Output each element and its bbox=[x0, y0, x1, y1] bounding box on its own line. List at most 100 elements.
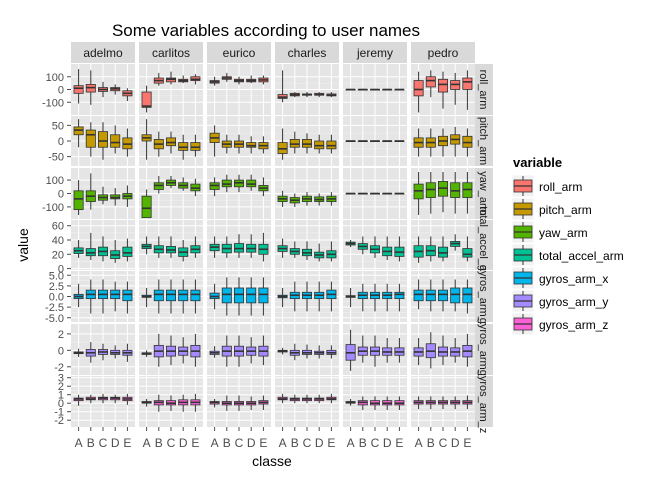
x-tick-label: A bbox=[211, 436, 219, 450]
x-tick-label: B bbox=[155, 436, 163, 450]
x-tick-label: E bbox=[123, 436, 131, 450]
legend-label: pitch_arm bbox=[539, 203, 592, 217]
facet-strip-label: adelmo bbox=[83, 46, 123, 60]
y-tick-label: -2 bbox=[54, 362, 64, 374]
y-tick-label: 0 bbox=[58, 85, 64, 97]
x-tick-label: A bbox=[347, 436, 355, 450]
facet-strip-top bbox=[343, 42, 407, 63]
facet-strip-right bbox=[475, 376, 493, 427]
box-iqr bbox=[73, 190, 84, 211]
box-iqr bbox=[98, 131, 109, 148]
facet-strip-right bbox=[475, 64, 493, 115]
y-tick-label: 0 bbox=[58, 136, 64, 148]
box-iqr bbox=[73, 85, 84, 94]
x-tick-label: A bbox=[279, 436, 287, 450]
x-tick-label: D bbox=[383, 436, 392, 450]
box-iqr bbox=[413, 289, 424, 302]
y-tick-label: 0.0 bbox=[49, 292, 64, 304]
y-tick-label: 0 bbox=[58, 189, 64, 201]
box-iqr bbox=[437, 289, 448, 302]
x-tick-label: D bbox=[315, 436, 324, 450]
y-tick-label: 20 bbox=[52, 249, 64, 261]
facet-strip-label: charles bbox=[288, 46, 327, 60]
box-iqr bbox=[462, 287, 473, 304]
y-tick-label: -2.5 bbox=[45, 302, 64, 314]
x-tick-label: B bbox=[223, 436, 231, 450]
chart-title: Some variables according to user names bbox=[112, 21, 420, 40]
facet-strip-label: carlitos bbox=[152, 46, 190, 60]
box-iqr bbox=[122, 289, 133, 302]
facet-strip-top bbox=[275, 42, 339, 63]
y-tick-label: 100 bbox=[46, 72, 64, 84]
x-tick-label: D bbox=[111, 436, 120, 450]
y-tick-label: 100 bbox=[46, 175, 64, 187]
x-tick-label: C bbox=[371, 436, 380, 450]
x-tick-label: B bbox=[87, 436, 95, 450]
box-iqr bbox=[110, 134, 121, 148]
legend-label: gyros_arm_y bbox=[539, 295, 608, 309]
box-iqr bbox=[462, 77, 473, 90]
facet-strip-label: jeremy bbox=[356, 46, 393, 60]
y-tick-label: 1 bbox=[58, 390, 64, 402]
y-tick-label: -100 bbox=[42, 97, 64, 109]
x-tick-label: C bbox=[167, 436, 176, 450]
y-tick-label: 2 bbox=[58, 381, 64, 393]
facet-strip-right-label: roll_arm bbox=[477, 70, 489, 110]
facet-strip-right bbox=[475, 324, 493, 375]
y-tick-label: 60 bbox=[52, 221, 64, 233]
box-iqr bbox=[122, 246, 133, 257]
legend-title: variable bbox=[513, 155, 562, 170]
facet-strip-label: eurico bbox=[223, 46, 256, 60]
x-tick-label: A bbox=[143, 436, 151, 450]
box-iqr bbox=[425, 76, 436, 88]
x-tick-label: A bbox=[75, 436, 83, 450]
y-tick-label: 0 bbox=[58, 398, 64, 410]
facet-strip-right-label: gyros_arm_y bbox=[477, 318, 489, 382]
facet-strip-label: pedro bbox=[428, 46, 459, 60]
y-tick-label: 2.5 bbox=[49, 281, 64, 293]
x-tick-label: C bbox=[303, 436, 312, 450]
box-iqr bbox=[450, 287, 461, 304]
facet-strip-top bbox=[71, 42, 135, 63]
y-tick-label: -2 bbox=[54, 415, 64, 427]
x-tick-label: C bbox=[99, 436, 108, 450]
facet-strip-right-label: gyros_arm_z bbox=[477, 370, 489, 434]
y-tick-label: -5.0 bbox=[45, 313, 64, 325]
box-iqr bbox=[141, 91, 152, 108]
x-tick-label: D bbox=[451, 436, 460, 450]
facet-strip-right bbox=[475, 168, 493, 219]
facet-strip-right-label: yaw_arm bbox=[477, 171, 489, 216]
y-tick-label: -1 bbox=[54, 407, 64, 419]
box-iqr bbox=[85, 129, 96, 148]
box-iqr bbox=[233, 287, 244, 304]
box-iqr bbox=[413, 80, 424, 97]
box-iqr bbox=[190, 289, 201, 302]
y-tick-label: 0 bbox=[58, 264, 64, 276]
x-tick-label: C bbox=[235, 436, 244, 450]
x-tick-label: E bbox=[191, 436, 199, 450]
facet-strip-right-label: total_accel_arm bbox=[477, 206, 489, 284]
box-iqr bbox=[258, 287, 269, 304]
x-tick-label: C bbox=[439, 436, 448, 450]
box-iqr bbox=[246, 287, 257, 304]
y-tick-label: -100 bbox=[42, 202, 64, 214]
facet-strip-top bbox=[207, 42, 271, 63]
legend-label: yaw_arm bbox=[539, 226, 588, 240]
y-tick-label: 2 bbox=[58, 329, 64, 341]
box-iqr bbox=[437, 78, 448, 93]
x-tick-label: D bbox=[179, 436, 188, 450]
legend-label: roll_arm bbox=[539, 180, 582, 194]
x-tick-label: B bbox=[427, 436, 435, 450]
box-iqr bbox=[425, 289, 436, 302]
facet-strip-right-label: pitch_arm bbox=[477, 117, 489, 165]
y-tick-label: -50 bbox=[48, 152, 64, 164]
box-iqr bbox=[141, 195, 152, 219]
facet-strip-right bbox=[475, 220, 493, 270]
facet-strip-right-label: gyros_arm_x bbox=[477, 265, 489, 329]
legend-label: gyros_arm_x bbox=[539, 272, 608, 286]
y-tick-label: 40 bbox=[52, 235, 64, 247]
x-axis-title: classe bbox=[252, 453, 292, 469]
y-tick-label: 5.0 bbox=[49, 270, 64, 282]
